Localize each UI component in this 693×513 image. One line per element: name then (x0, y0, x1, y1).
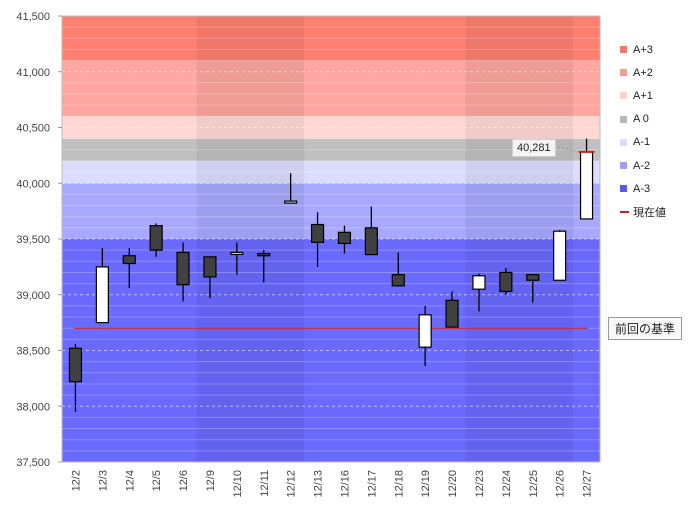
band-a0 (62, 138, 600, 161)
candle-body (95, 266, 109, 324)
legend-label: A-3 (633, 182, 651, 195)
band-aminus1 (62, 160, 600, 184)
candle-body (579, 151, 594, 220)
candle-body (553, 230, 567, 281)
x-tick-label: 12/16 (339, 470, 351, 498)
legend-label: 現在値 (633, 206, 666, 219)
x-tick-label: 12/12 (286, 470, 298, 498)
x-tick-label: 12/4 (124, 470, 136, 491)
legend-swatch (620, 138, 627, 146)
x-tick-label: 12/17 (366, 470, 378, 498)
candle-body (472, 275, 486, 290)
x-tick-label: 12/11 (259, 470, 271, 497)
x-tick-label: 12/27 (582, 470, 594, 498)
reference-price-label: 前回の基準 (608, 317, 683, 340)
candle-body (364, 227, 378, 256)
y-tick-label: 41,000 (16, 67, 50, 79)
legend-line (620, 210, 629, 213)
band-aplus1 (62, 116, 600, 139)
legend-item-a-minus-3: A-3 (620, 177, 666, 200)
legend-label: A+1 (633, 89, 653, 102)
y-tick-label: 40,500 (16, 123, 50, 135)
candle-body (418, 314, 432, 348)
x-tick-label: 12/25 (528, 470, 540, 498)
x-tick-label: 12/2 (70, 470, 82, 491)
legend-swatch (620, 46, 627, 54)
candles-layer (68, 138, 595, 412)
band-aplus3 (62, 16, 600, 61)
band-aplus2 (62, 60, 600, 117)
y-tick-label: 38,500 (16, 346, 50, 358)
legend-label: A-1 (633, 136, 651, 149)
candle-body (176, 251, 190, 286)
legend-item-a-minus-2: A-2 (620, 154, 666, 177)
candle-body (526, 274, 540, 281)
y-tick-label: 40,000 (16, 178, 50, 190)
x-tick-label: 12/9 (205, 470, 217, 491)
legend-item-a-plus-3: A+3 (620, 38, 666, 61)
x-tick-label: 12/3 (97, 470, 109, 491)
legend-swatch (620, 115, 627, 123)
legend-label: A 0 (633, 113, 649, 126)
candle-body (391, 274, 405, 287)
candle-body (149, 225, 163, 251)
x-tick-label: 12/23 (474, 470, 486, 498)
x-tick-label: 12/6 (178, 470, 190, 491)
candle-body (203, 256, 217, 278)
candle-body (257, 252, 271, 257)
x-tick-label: 12/18 (393, 470, 405, 498)
x-tick-label: 12/26 (555, 470, 567, 498)
y-tick-label: 39,500 (16, 234, 50, 246)
y-tick-label: 38,000 (16, 401, 50, 413)
x-tick-label: 12/13 (313, 470, 325, 498)
legend-item-a-plus-1: A+1 (620, 84, 666, 107)
x-tick-label: 12/20 (447, 470, 459, 498)
candle-body (284, 200, 298, 204)
legend-item-current-price: 現在値 (620, 200, 666, 223)
x-tick-label: 12/19 (420, 470, 432, 498)
legend-swatch (620, 69, 627, 77)
candle-body (337, 231, 352, 245)
legend-swatch (620, 162, 627, 170)
y-tick-label: 37,500 (16, 457, 50, 469)
x-tick-label: 12/5 (151, 470, 163, 491)
candle-body (122, 255, 136, 265)
legend-swatch (620, 185, 627, 193)
candle-body (310, 223, 325, 243)
legend-label: A+2 (633, 66, 653, 79)
candle-body (68, 347, 83, 383)
legend-label: A+3 (633, 43, 653, 56)
candle-body (445, 299, 459, 328)
legend-item-a-minus-1: A-1 (620, 131, 666, 154)
legend-item-a-0: A 0 (620, 108, 666, 131)
current-price-label: 40,281 (512, 139, 556, 157)
y-axis: 37,500 38,000 38,500 39,000 39,500 40,000 40,5… (16, 11, 62, 469)
grid-layer (61, 15, 601, 463)
x-tick-label: 12/24 (501, 470, 513, 498)
x-axis: 12/2 12/3 12/4 12/5 12/6 12/9 12/10 12/11 12/12 1… (70, 470, 593, 498)
y-tick-label: 39,000 (16, 290, 50, 302)
legend: A+3 A+2 A+1 A 0 A-1 A-2 A-3 現在値 (620, 38, 666, 224)
legend-item-a-plus-2: A+2 (620, 61, 666, 84)
legend-label: A-2 (633, 159, 651, 172)
x-tick-label: 12/10 (232, 470, 244, 498)
y-tick-label: 41,500 (16, 11, 50, 23)
candle-body (499, 271, 513, 293)
candle-body (230, 251, 244, 255)
legend-swatch (620, 92, 627, 100)
